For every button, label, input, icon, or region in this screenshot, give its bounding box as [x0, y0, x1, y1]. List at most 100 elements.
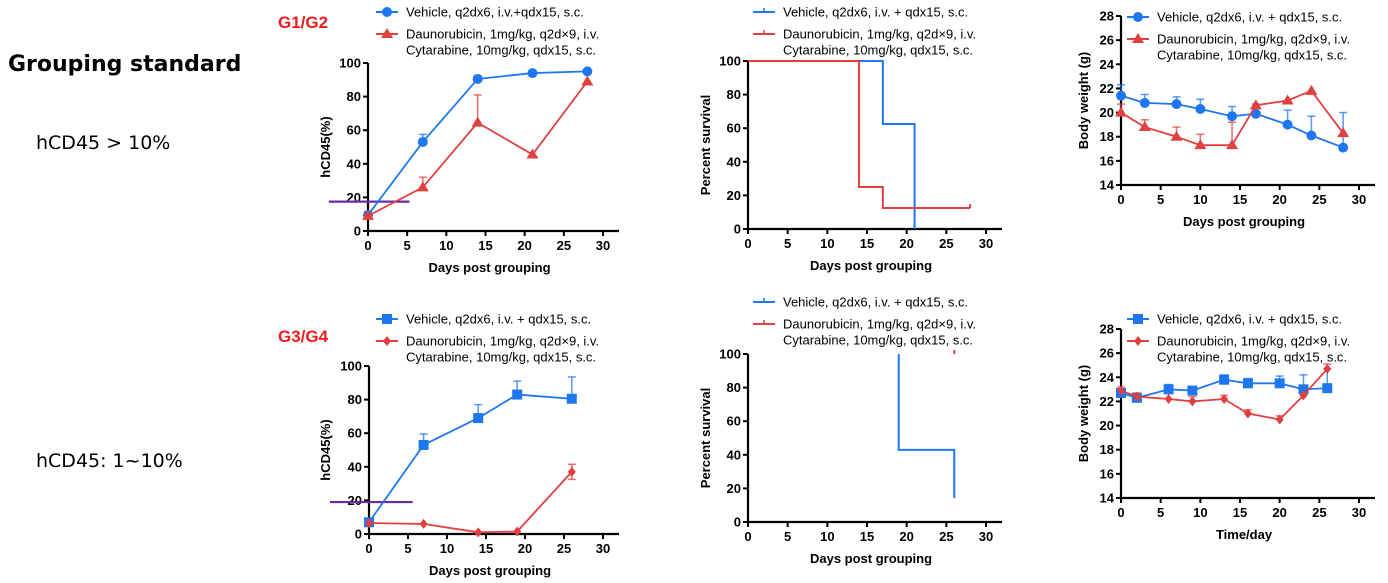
y-axis-label: Body weight (g) — [1076, 365, 1091, 463]
survival-step-line — [748, 60, 916, 229]
y-tick-label: 24 — [1100, 370, 1115, 385]
data-point — [1138, 121, 1151, 132]
data-point — [417, 136, 428, 147]
y-tick-label: 28 — [1100, 322, 1114, 337]
legend-item: Daunorubicin, 1mg/kg, q2d×9, i.v.Cytarab… — [1127, 32, 1350, 63]
x-tick-label: 0 — [744, 529, 751, 544]
legend-marker — [1133, 12, 1143, 22]
data-point — [1305, 84, 1318, 95]
y-tick-label: 0 — [355, 527, 362, 542]
y-tick-label: 60 — [347, 123, 361, 138]
chart-g12-survival: 0 20 40 60 80 100 0 5 10 15 20 25 30 Days post groupi… — [698, 5, 1002, 273]
legend-item: Vehicle, q2dx6, i.v. + qdx15, s.c. — [1127, 312, 1342, 327]
x-tick-label: 15 — [1233, 192, 1247, 207]
y-tick-label: 18 — [1100, 129, 1114, 144]
x-tick-label: 0 — [365, 541, 372, 556]
y-tick-label: 20 — [727, 188, 741, 203]
criterion-low: hCD45: 1~10% — [36, 450, 183, 472]
series-treatment — [748, 60, 972, 209]
y-tick-label: 40 — [727, 154, 741, 169]
y-tick-label: 16 — [1100, 466, 1114, 481]
data-point — [512, 389, 523, 400]
legend-label: Daunorubicin, 1mg/kg, q2d×9, i.v. — [783, 317, 976, 332]
data-point — [1299, 390, 1308, 401]
series-treatment — [1115, 84, 1350, 150]
legend-item: Daunorubicin, 1mg/kg, q2d×9, i.v.Cytarab… — [753, 317, 976, 348]
chart-g34-survival: 0 20 40 60 80 100 0 5 10 15 20 25 30 Days post groupi… — [698, 295, 1002, 566]
x-tick-label: 30 — [1352, 192, 1366, 207]
legend-label: Cytarabine, 10mg/kg, qdx15, s.c. — [1157, 350, 1347, 365]
data-point — [1219, 374, 1230, 385]
y-tick-label: 40 — [347, 156, 361, 171]
survival-step-line — [748, 60, 971, 209]
legend-marker — [382, 314, 392, 324]
x-tick-label: 10 — [439, 238, 453, 253]
y-tick-label: 20 — [1100, 105, 1114, 120]
data-point — [1220, 394, 1229, 405]
legend-label: Daunorubicin, 1mg/kg, q2d×9, i.v. — [406, 334, 599, 349]
data-point — [566, 393, 577, 404]
data-point — [1298, 384, 1309, 395]
legend-item: Vehicle, q2dx6, i.v.+qdx15, s.c. — [376, 5, 584, 20]
legend-marker — [383, 336, 391, 346]
x-tick-label: 0 — [1117, 192, 1124, 207]
legend-item: Daunorubicin, 1mg/kg, q2d×9, i.v.Cytarab… — [376, 334, 599, 365]
legend-label: Cytarabine, 10mg/kg, qdx15, s.c. — [783, 43, 973, 58]
legend-marker — [1132, 33, 1144, 43]
legend-marker — [381, 28, 393, 38]
x-axis-label: Time/day — [1216, 527, 1273, 542]
data-point — [1139, 97, 1150, 108]
legend-label: Vehicle, q2dx6, i.v. + qdx15, s.c. — [1157, 10, 1342, 25]
y-tick-label: 100 — [719, 54, 741, 69]
data-point — [1250, 108, 1261, 119]
data-point — [1170, 130, 1183, 141]
data-point — [1194, 139, 1207, 150]
x-tick-label: 25 — [1312, 505, 1326, 520]
y-tick-label: 0 — [734, 515, 741, 530]
x-tick-label: 25 — [939, 529, 953, 544]
y-tick-label: 60 — [727, 121, 741, 136]
criterion-high: hCD45 > 10% — [36, 132, 171, 154]
y-tick-label: 24 — [1100, 57, 1115, 72]
y-tick-label: 100 — [340, 359, 362, 374]
legend-label: Vehicle, q2dx6, i.v.+qdx15, s.c. — [406, 5, 584, 20]
y-tick-label: 40 — [727, 447, 741, 462]
y-tick-label: 26 — [1100, 33, 1114, 48]
data-point — [472, 73, 483, 84]
x-tick-label: 20 — [1272, 505, 1286, 520]
series-vehicle — [897, 354, 956, 498]
y-tick-label: 40 — [348, 459, 362, 474]
data-point — [1282, 119, 1293, 130]
chart-g12-bodyweight: 14 16 18 20 22 24 26 28 0 5 10 15 20 25 30 Days post gr… — [1076, 9, 1375, 229]
x-axis-label: Days post grouping — [429, 563, 551, 578]
y-axis-label: hCD45(%) — [318, 116, 333, 177]
legend-label: Daunorubicin, 1mg/kg, q2d×9, i.v. — [1157, 334, 1350, 349]
legend-item: Daunorubicin, 1mg/kg, q2d×9, i.v.Cytarab… — [753, 27, 976, 58]
legend-item: Vehicle, q2dx6, i.v. + qdx15, s.c. — [753, 5, 968, 20]
y-tick-label: 60 — [348, 426, 362, 441]
chart-g34-bodyweight: 14 16 18 20 22 24 26 28 0 5 10 15 20 25 30 Time/day Body… — [1076, 312, 1375, 542]
x-tick-label: 25 — [1312, 192, 1326, 207]
x-tick-label: 5 — [404, 238, 411, 253]
data-point — [1338, 142, 1349, 153]
data-point — [1274, 378, 1285, 389]
x-tick-label: 10 — [820, 529, 834, 544]
data-point — [473, 413, 484, 424]
legend-label: Vehicle, q2dx6, i.v. + qdx15, s.c. — [1157, 312, 1342, 327]
x-tick-label: 15 — [478, 238, 492, 253]
x-tick-label: 30 — [596, 541, 610, 556]
x-tick-label: 15 — [479, 541, 493, 556]
data-point — [582, 66, 593, 77]
legend-marker — [382, 7, 392, 17]
x-tick-label: 20 — [899, 236, 913, 251]
x-tick-label: 30 — [1352, 505, 1366, 520]
x-tick-label: 20 — [1272, 192, 1286, 207]
x-axis-label: Days post grouping — [428, 260, 550, 275]
y-axis-label: hCD45(%) — [318, 419, 333, 480]
y-tick-label: 20 — [1100, 418, 1114, 433]
legend-item: Vehicle, q2dx6, i.v. + qdx15, s.c. — [753, 295, 968, 310]
data-point — [1132, 391, 1141, 402]
group-label-g3g4: G3/G4 — [278, 327, 329, 346]
